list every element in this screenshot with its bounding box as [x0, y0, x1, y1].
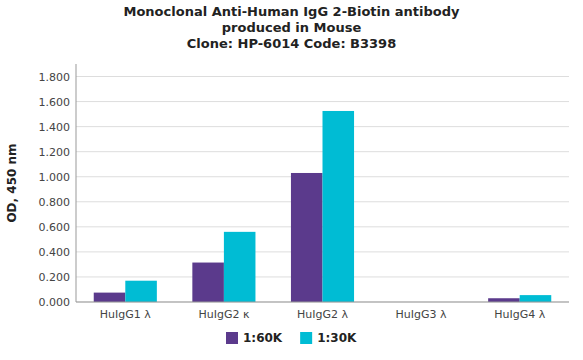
y-tick-label: 0.800 [39, 196, 71, 209]
bar [224, 232, 256, 302]
chart: Monoclonal Anti-Human IgG 2-Biotin antib… [0, 0, 583, 360]
legend-swatch [226, 332, 238, 344]
bar [520, 295, 552, 302]
bar [125, 281, 157, 302]
y-tick-label: 1.600 [39, 96, 71, 109]
y-tick-label: 1.200 [39, 146, 71, 159]
legend-swatch [300, 332, 312, 344]
y-axis-line [76, 64, 77, 302]
bar [192, 263, 224, 302]
title: Monoclonal Anti-Human IgG 2-Biotin antib… [123, 4, 460, 51]
grid-line [76, 76, 569, 77]
y-tick-label: 0.600 [39, 221, 71, 234]
title-line: Clone: HP-6014 Code: B3398 [187, 36, 396, 51]
x-tick-label: HuIgG3 λ [396, 308, 447, 321]
y-tick-label: 0.200 [39, 271, 71, 284]
bar [291, 173, 323, 302]
bars [94, 111, 552, 302]
legend-label: 1:30K [317, 331, 357, 345]
grid [76, 77, 569, 302]
y-tick-label: 1.800 [39, 71, 71, 84]
title-line: produced in Mouse [222, 20, 362, 35]
bar [488, 298, 520, 302]
x-tick-label: HuIgG2 κ [198, 308, 249, 321]
legend: 1:60K 1:30K [226, 331, 357, 345]
y-tick-label: 1.000 [39, 171, 71, 184]
y-tick-label: 1.400 [39, 121, 71, 134]
x-tick-label: HuIgG1 λ [100, 308, 151, 321]
grid-line [76, 302, 569, 303]
y-tick-label: 0.400 [39, 246, 71, 259]
x-tick-label: HuIgG2 λ [297, 308, 348, 321]
y-axis-label: OD, 450 nm [5, 143, 19, 222]
grid-line [76, 101, 569, 102]
legend-label: 1:60K [243, 331, 283, 345]
y-tick-label: 0.000 [39, 296, 71, 309]
x-axis-line [76, 302, 569, 303]
x-tick-label: HuIgG4 λ [494, 308, 545, 321]
title-line: Monoclonal Anti-Human IgG 2-Biotin antib… [123, 4, 460, 19]
bar [94, 293, 126, 302]
bar [323, 111, 355, 302]
